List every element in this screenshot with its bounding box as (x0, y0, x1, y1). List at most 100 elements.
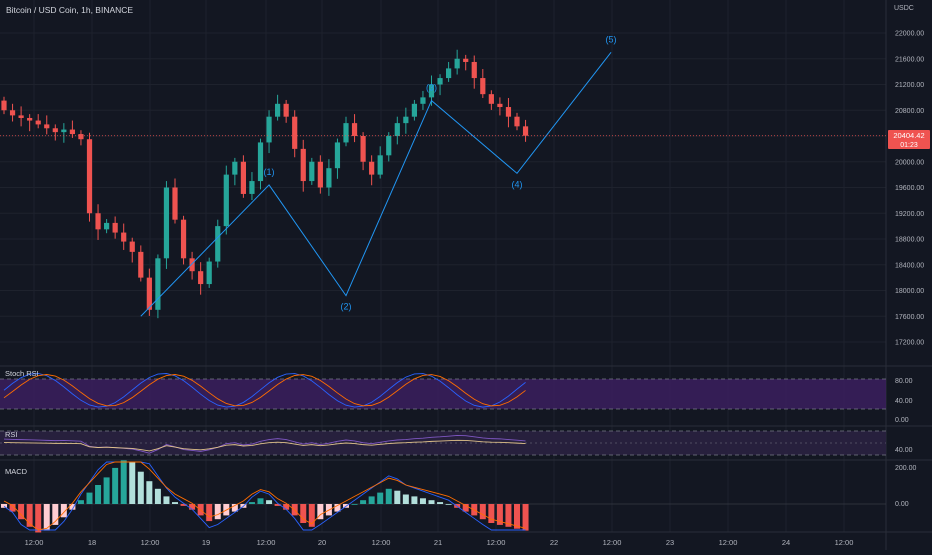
stoch-rsi-title[interactable]: Stoch RSI (5, 369, 39, 378)
price-tick-label: 20000.00 (895, 159, 924, 166)
macd-bar (334, 504, 341, 512)
candle-body (180, 219, 187, 259)
stoch-rsi-band (0, 379, 886, 409)
macd-bar (95, 485, 102, 504)
bar-countdown: 01:23 (900, 142, 918, 149)
currency-label: USDC (894, 5, 914, 12)
macd-bar (18, 504, 25, 520)
macd-bar (308, 504, 315, 527)
macd-bar (248, 502, 255, 504)
macd-bar (146, 481, 153, 504)
candle-body (463, 58, 469, 62)
candle-body (471, 61, 477, 79)
candle-body (27, 117, 33, 121)
macd-bar (9, 504, 16, 512)
stoch-d-line (3, 374, 526, 407)
time-tick-label: 12:00 (372, 538, 391, 547)
macd-bar (1, 504, 7, 508)
time-tick-label: 12:00 (487, 538, 506, 547)
rsi-line (3, 435, 526, 454)
last-price-box (888, 130, 930, 149)
candle-body (446, 68, 452, 79)
candle-body (497, 103, 503, 108)
candle-body (9, 110, 16, 116)
time-tick-label: 12:00 (25, 538, 44, 547)
rsi-title[interactable]: RSI (5, 430, 18, 439)
macd-bar (231, 504, 238, 512)
candle-body (266, 116, 272, 143)
candle-body (411, 103, 417, 117)
candle-body (240, 161, 246, 194)
candle-body (369, 161, 375, 175)
macd-bar (120, 460, 127, 504)
candle-body (343, 123, 349, 143)
candle-body (52, 128, 58, 133)
candle-body (505, 107, 512, 117)
time-tick-label: 20 (318, 538, 326, 547)
rsi-ma-line (3, 439, 526, 452)
candle-body (78, 134, 84, 140)
time-tick-label: 12:00 (257, 538, 276, 547)
macd-bar (394, 490, 401, 504)
time-tick-label: 19 (202, 538, 210, 547)
macd-bar (77, 500, 84, 504)
macd-bar (479, 504, 486, 520)
candle-body (480, 78, 486, 95)
wave-label: (3) (426, 83, 437, 93)
macd-bar (52, 504, 59, 525)
candle-body (309, 161, 315, 182)
macd-bar (257, 498, 264, 504)
stoch-level-40: 40.00 (895, 398, 913, 405)
candle-body (215, 226, 221, 262)
last-price-label: 20404.42 (893, 131, 924, 140)
macd-bar (377, 492, 384, 504)
candle-body (189, 258, 195, 272)
time-tick-label: 24 (782, 538, 790, 547)
candle-body (86, 139, 93, 214)
macd-title[interactable]: MACD (5, 467, 28, 476)
price-tick-label: 18000.00 (895, 288, 924, 295)
candle-body (283, 103, 289, 117)
candle-body (420, 97, 426, 104)
candle-body (121, 232, 127, 242)
macd-bar (180, 504, 187, 506)
macd-level-200: 200.00 (895, 465, 917, 472)
macd-bar (300, 504, 307, 523)
wave-label: (4) (512, 179, 523, 189)
candle-body (403, 116, 409, 124)
macd-bar (26, 504, 33, 527)
macd-bar (112, 467, 119, 504)
macd-bar (163, 496, 170, 504)
price-tick-label: 18400.00 (895, 262, 924, 269)
time-tick-label: 12:00 (141, 538, 160, 547)
candle-body (223, 174, 229, 227)
wave-path[interactable] (140, 52, 612, 317)
candle-body (104, 222, 110, 230)
candle-body (44, 124, 50, 129)
candle-body (69, 129, 75, 135)
time-axis[interactable]: 12:00 18 12:00 19 12:00 20 12:00 21 12:00 22 12:00… (25, 538, 854, 547)
rsi-band (0, 431, 886, 455)
macd-bar (428, 500, 435, 504)
candle-body (300, 148, 306, 182)
candle-body (334, 142, 341, 169)
time-tick-label: 21 (434, 538, 442, 547)
macd-bar (69, 504, 76, 510)
price-tick-label: 17600.00 (895, 314, 924, 321)
candle-body (1, 100, 7, 111)
macd-bar (488, 504, 495, 523)
macd-bar (60, 504, 67, 518)
macd-bar (103, 477, 110, 504)
macd-line (3, 461, 526, 531)
wave-label: (5) (606, 34, 617, 44)
candle-body (317, 161, 323, 188)
candle-body (326, 168, 332, 188)
macd-bar (351, 504, 358, 505)
time-tick-label: 23 (666, 538, 674, 547)
macd-bar (189, 504, 196, 510)
rsi-level-40: 40.00 (895, 447, 913, 454)
macd-bar (317, 504, 324, 520)
stoch-level-0: 0.00 (895, 417, 909, 424)
